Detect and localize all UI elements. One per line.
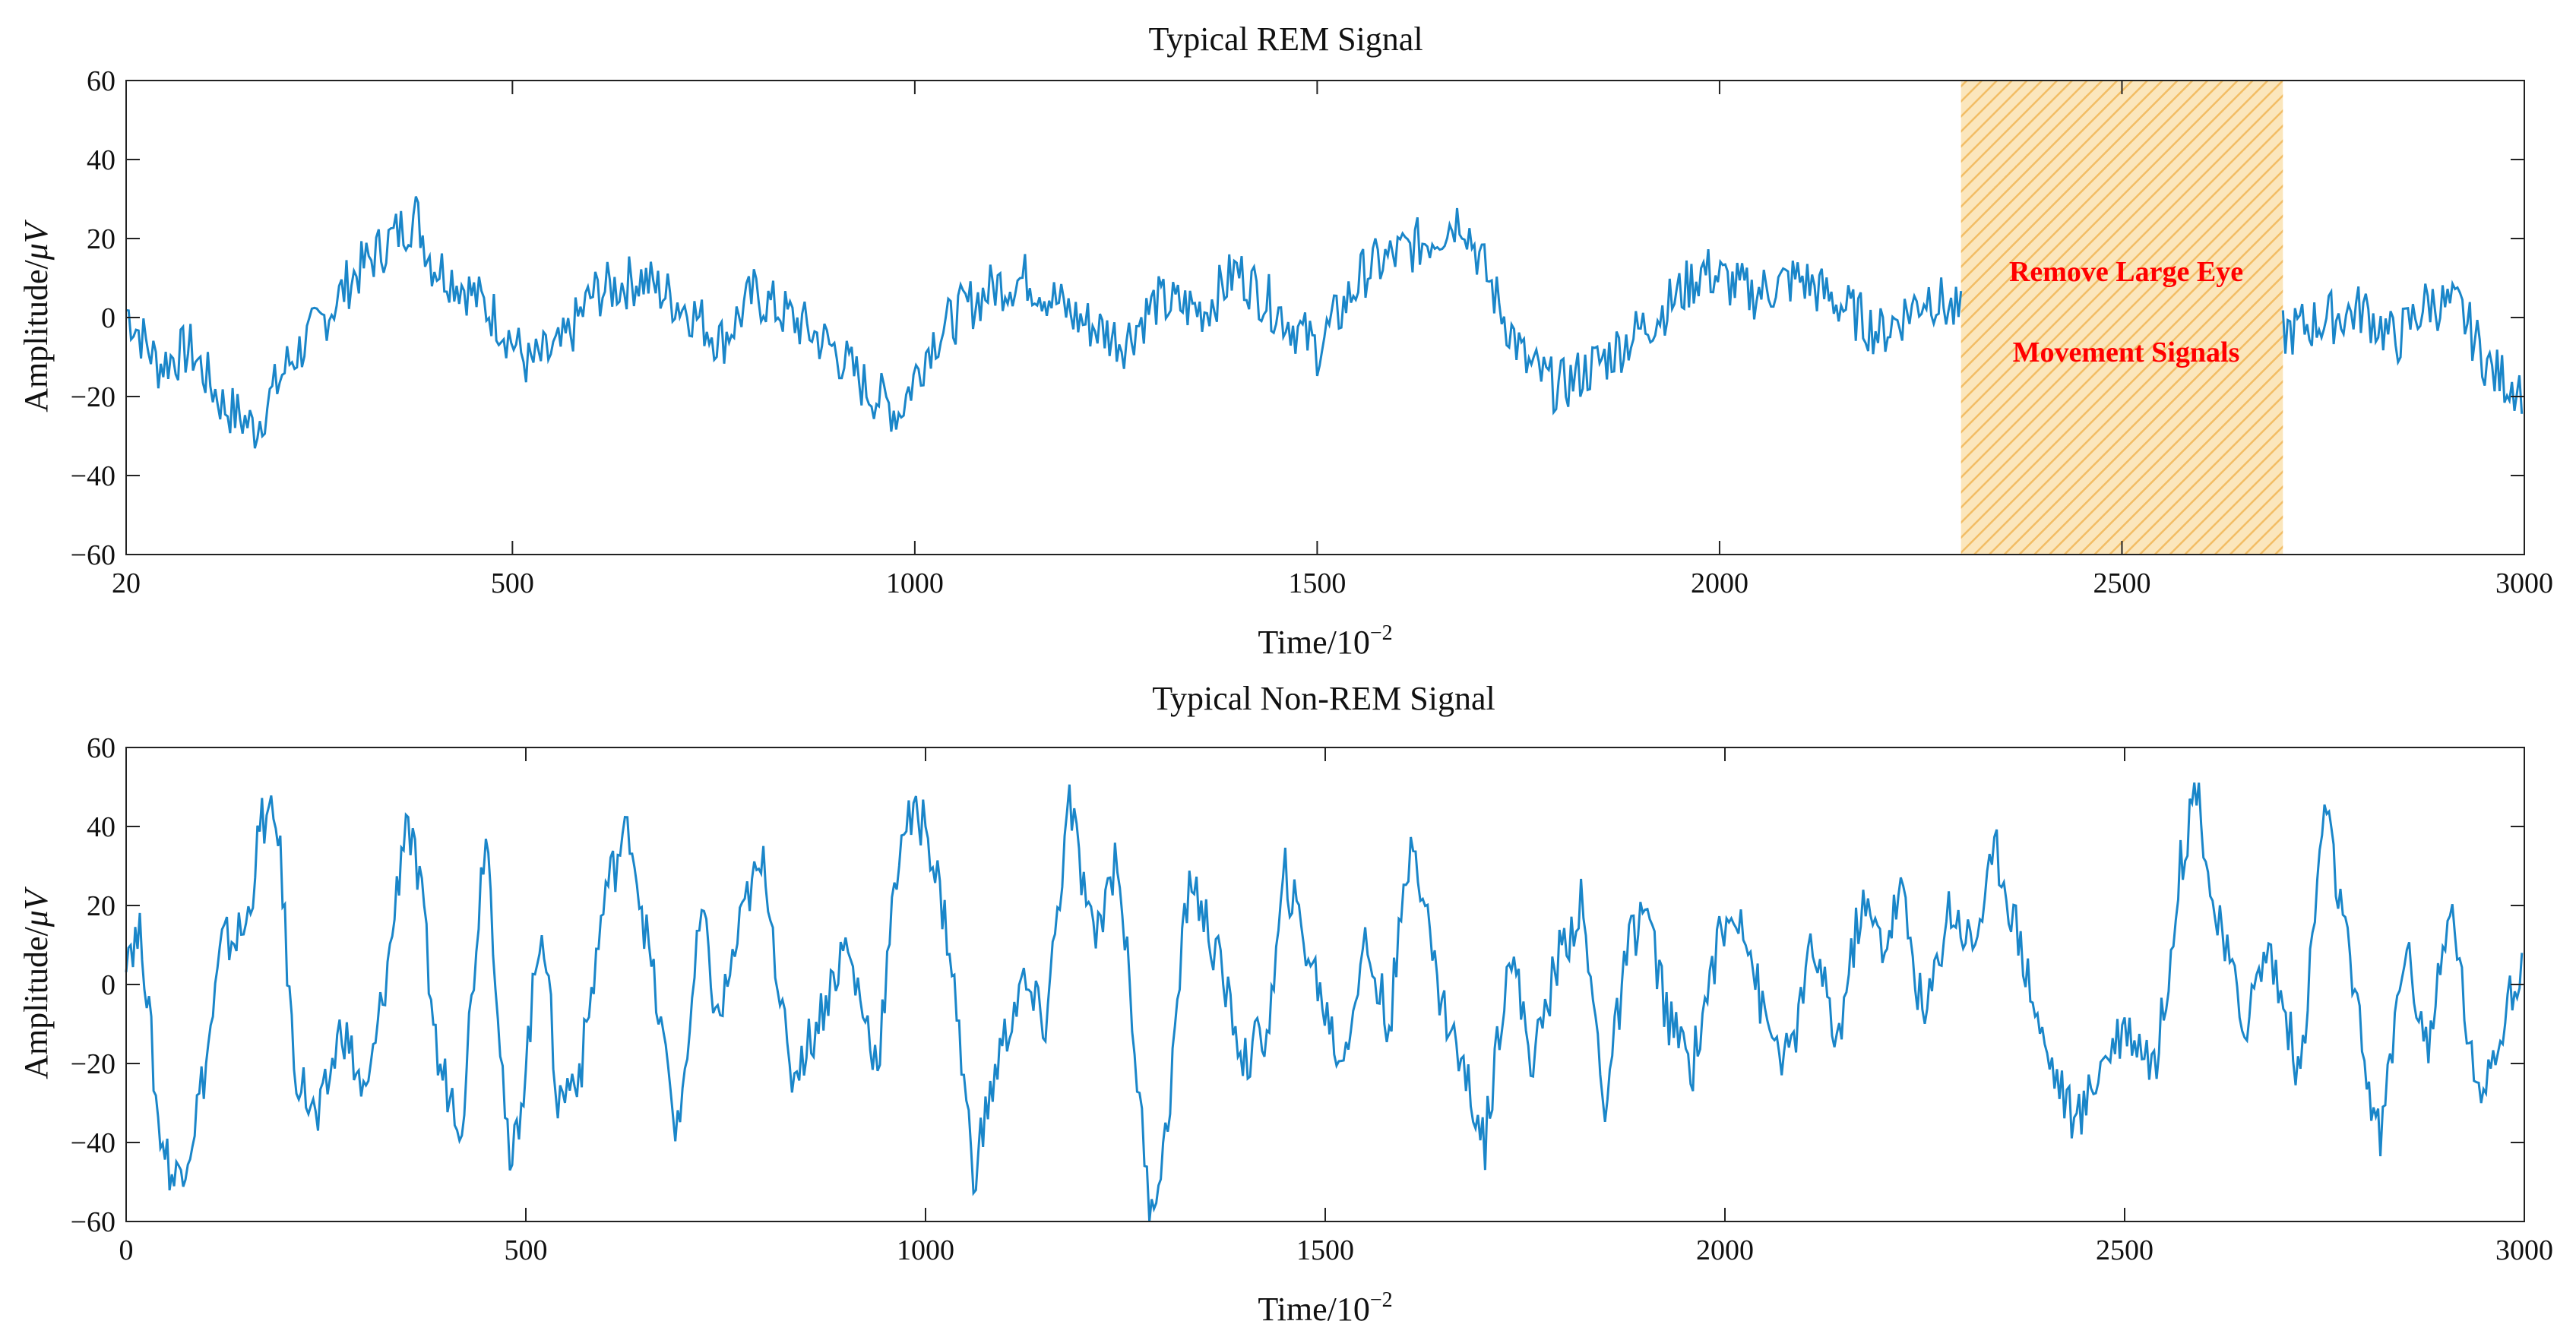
- nonrem-xtick-label: 500: [505, 1234, 548, 1266]
- rem-ytick-label: 0: [101, 302, 116, 334]
- rem-ytick-label: −40: [71, 460, 116, 492]
- nonrem-x-axis-label: Time/10−2: [1258, 1288, 1392, 1328]
- rem-y-axis-label: Amplitude/μV: [17, 219, 55, 412]
- rem-y-axis-label-unit: μV: [17, 219, 55, 261]
- nonrem-chart: Typical Non-REM Signal −60−40−200204060 …: [17, 680, 2553, 1328]
- nonrem-xtick-label: 1500: [1296, 1234, 1354, 1266]
- nonrem-ytick-label: 60: [87, 732, 116, 764]
- rem-y-axis-label-base: Amplitude/: [17, 260, 55, 412]
- rem-xtick-label: 20: [112, 567, 141, 599]
- nonrem-xtick-label: 3000: [2495, 1234, 2553, 1266]
- rem-ytick-label: −20: [71, 381, 116, 413]
- nonrem-x-axis-label-base: Time/10: [1258, 1291, 1370, 1328]
- rem-xtick-label: 2500: [2093, 567, 2150, 599]
- rem-xtick-label: 500: [491, 567, 534, 599]
- nonrem-xtick-label: 2500: [2096, 1234, 2154, 1266]
- rem-highlight-region: [1960, 81, 2283, 555]
- nonrem-ytick-label: −40: [71, 1127, 116, 1159]
- rem-xtick-label: 3000: [2495, 567, 2553, 599]
- rem-x-axis-label-base: Time/10: [1258, 624, 1370, 661]
- rem-ytick-label: 40: [87, 144, 116, 176]
- nonrem-xtick-label: 0: [119, 1234, 134, 1266]
- rem-ytick-label: 60: [87, 65, 116, 97]
- nonrem-chart-title: Typical Non-REM Signal: [1152, 680, 1495, 717]
- rem-x-axis-label-exp: −2: [1370, 621, 1393, 645]
- nonrem-signal-line: [125, 782, 2524, 1222]
- nonrem-y-axis-label-base: Amplitude/: [17, 927, 55, 1079]
- nonrem-ytick-label: 40: [87, 811, 116, 843]
- rem-xtick-label: 1500: [1288, 567, 1346, 599]
- nonrem-y-axis-label-unit: μV: [17, 886, 55, 928]
- rem-chart-title: Typical REM Signal: [1148, 21, 1422, 58]
- nonrem-ytick-label: −60: [71, 1206, 116, 1238]
- nonrem-ytick-label: −20: [71, 1048, 116, 1080]
- nonrem-plot-frame: [125, 747, 2525, 1222]
- nonrem-x-axis-label-exp: −2: [1370, 1288, 1393, 1312]
- rem-xtick-label: 2000: [1691, 567, 1748, 599]
- rem-xtick-label: 1000: [886, 567, 944, 599]
- nonrem-xtick-label: 1000: [897, 1234, 954, 1266]
- rem-signal-line: [125, 196, 2524, 449]
- rem-annotation-line2: Movement Signals: [2013, 337, 2240, 368]
- rem-ytick-label: 20: [87, 223, 116, 255]
- nonrem-y-axis-label: Amplitude/μV: [17, 886, 55, 1079]
- rem-annotation-line1: Remove Large Eye: [2009, 256, 2243, 288]
- rem-x-axis-label: Time/10−2: [1258, 621, 1392, 661]
- nonrem-ytick-label: 0: [101, 969, 116, 1001]
- rem-chart: Typical REM Signal −60 −40 −20 0 20 40 60 20 50…: [17, 21, 2553, 661]
- nonrem-ytick-label: 20: [87, 890, 116, 922]
- nonrem-xtick-label: 2000: [1696, 1234, 1754, 1266]
- rem-ytick-label: −60: [71, 539, 116, 571]
